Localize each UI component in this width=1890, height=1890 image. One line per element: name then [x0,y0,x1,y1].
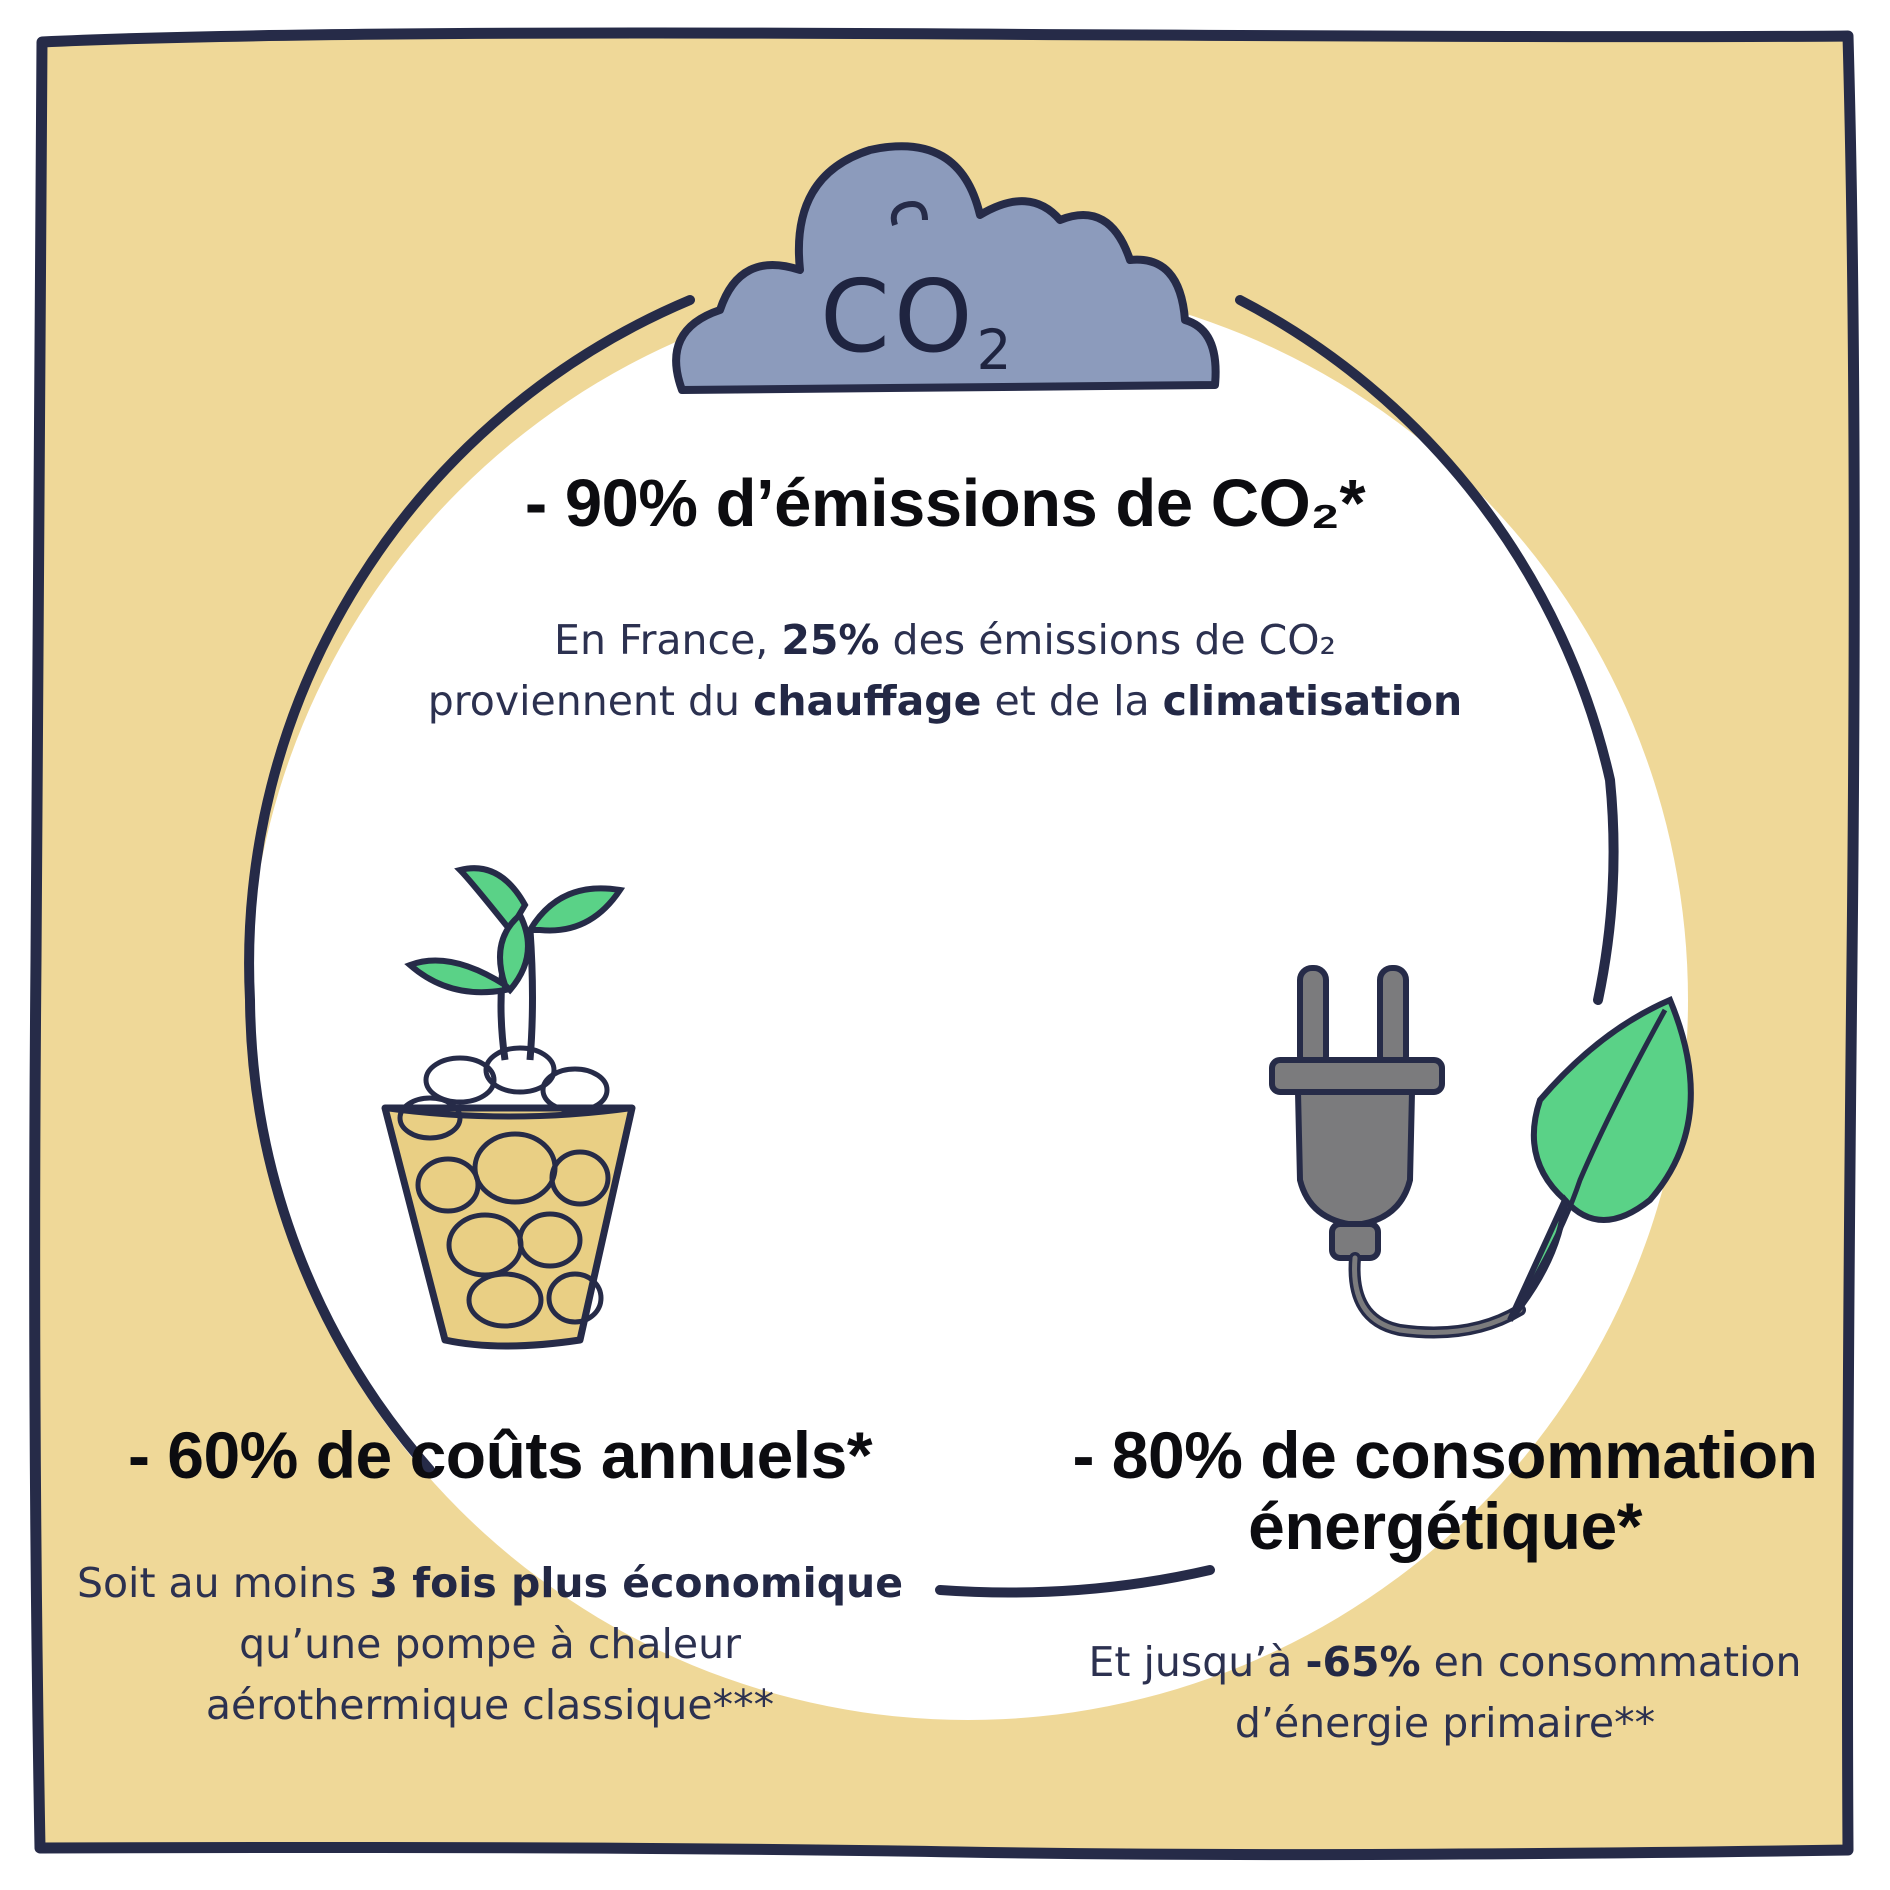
plant-coins-glass-icon [381,865,636,1350]
cost-body: Soit au moins 3 fois plus économique qu’… [76,1559,904,1729]
co2-headline: - 90% d’émissions de CO₂* [440,466,1450,541]
energy-body: Et jusqu’à -65% en consommation d’énergi… [1088,1638,1802,1747]
energy-headline: - 80% de consommation énergétique* [1072,1418,1818,1564]
co2-cloud-icon [672,142,1220,394]
co2-headline-text: d’émissions de CO₂* [715,466,1366,541]
energy-headline-number: - 80% [1072,1418,1243,1492]
co2-headline-number: - 90% [524,466,698,541]
co2-body: En France, 25% des émissions de CO₂ prov… [427,616,1463,725]
plug-leaf-icon [1269,965,1694,1339]
cycle-arc-bottom [935,1565,1215,1598]
cycle-circle [248,280,1688,1720]
cost-headline: - 60% de coûts annuels* [80,1418,920,1492]
cycle-arc-right [1235,295,1619,1005]
cost-headline-text: de coûts annuels* [315,1418,873,1492]
cloud-co2-label: CO2 [820,258,1016,382]
cost-headline-number: - 60% [127,1418,298,1492]
cycle-arc-left [244,295,695,1475]
